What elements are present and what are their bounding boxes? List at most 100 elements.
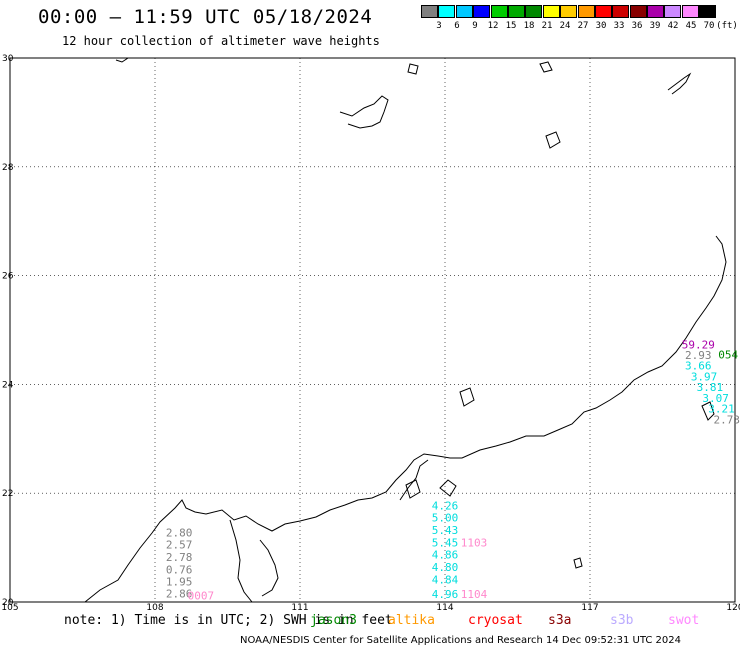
lat-tick-label: 28 xyxy=(2,163,14,173)
satellite-legend-jason3: jason3 xyxy=(310,613,357,628)
color-swatch xyxy=(594,5,612,18)
wave-height-label: 3.81 xyxy=(697,381,724,394)
color-swatch xyxy=(681,5,699,18)
island xyxy=(573,557,583,569)
color-scale-label: 15 xyxy=(505,21,517,31)
color-scale-label: 6 xyxy=(454,21,460,31)
wave-height-label: 1104 xyxy=(461,588,488,601)
lon-tick-label: 114 xyxy=(436,603,453,613)
wave-height-label: 5.43 xyxy=(432,524,459,537)
wave-height-label: 2.80 xyxy=(166,527,193,540)
wave-height-label: 2.73 xyxy=(714,414,740,427)
lon-tick-label: 120 xyxy=(726,603,740,613)
mainland-coastline xyxy=(84,235,727,603)
wave-height-label: 2.57 xyxy=(166,539,193,552)
color-scale-bar xyxy=(421,5,717,18)
color-scale-label: 33 xyxy=(613,21,625,31)
color-scale-label: 27 xyxy=(577,21,589,31)
wave-height-label: 2.86 xyxy=(166,588,193,601)
island xyxy=(405,479,421,499)
wave-height-label: 2.93 xyxy=(685,349,712,362)
color-swatch xyxy=(577,5,595,18)
color-swatch xyxy=(421,5,438,18)
wave-height-label: 3.66 xyxy=(685,360,712,373)
wave-height-label: 4.84 xyxy=(432,574,459,587)
color-swatch xyxy=(542,5,560,18)
color-scale-label: 21 xyxy=(541,21,553,31)
wave-height-label: 1.95 xyxy=(166,576,193,589)
island xyxy=(459,387,475,407)
pearl-river-delta-coastline xyxy=(399,459,429,501)
color-scale-label: 18 xyxy=(523,21,535,31)
coastline xyxy=(84,57,727,603)
satellite-legend-s3b: s3b xyxy=(610,613,634,628)
color-scale-label: 45 xyxy=(685,21,697,31)
map-frame xyxy=(9,57,736,603)
color-swatch xyxy=(699,5,717,18)
color-swatch xyxy=(647,5,665,18)
footer-credit: NOAA/NESDIS Center for Satellite Applica… xyxy=(240,635,682,646)
lon-tick-label: 108 xyxy=(146,603,163,613)
wave-height-label: 2.78 xyxy=(166,551,193,564)
wave-height-label: 5.45 xyxy=(432,537,459,550)
satellite-legend-altika: altika xyxy=(388,613,435,628)
hainan-north-coastline xyxy=(259,539,279,597)
color-swatch xyxy=(507,5,525,18)
wave-height-label: 4.80 xyxy=(432,561,459,574)
color-scale-label: 39 xyxy=(649,21,661,31)
wave-height-label: 0007 xyxy=(188,589,215,602)
wave-height-label: 3.07 xyxy=(702,392,729,405)
wave-height-label: 054 xyxy=(718,348,738,361)
color-scale-label: 42 xyxy=(667,21,679,31)
lat-tick-label: 30 xyxy=(2,54,14,64)
chart-title: 00:00 — 11:59 UTC 05/18/2024 xyxy=(38,6,373,28)
color-swatch xyxy=(438,5,456,18)
satellite-legend-swot: swot xyxy=(668,613,700,628)
wave-height-label: 5.00 xyxy=(432,511,459,524)
island xyxy=(539,61,553,73)
wave-height-label: 4.86 xyxy=(432,548,459,561)
island xyxy=(439,479,457,497)
note-text: note: 1) Time is in UTC; 2) SWH is in fe… xyxy=(64,613,393,628)
color-swatch xyxy=(455,5,473,18)
color-swatch xyxy=(612,5,630,18)
color-scale-label: 12 xyxy=(487,21,499,31)
wave-height-label: 3.97 xyxy=(691,371,718,384)
lon-tick-label: 111 xyxy=(291,603,308,613)
wave-height-label: 0.76 xyxy=(166,564,193,577)
island-chain xyxy=(115,57,129,63)
wave-height-label: 4.26 xyxy=(432,500,459,513)
color-scale-label: 3 xyxy=(436,21,442,31)
color-swatch xyxy=(560,5,578,18)
zhejiang-coastline xyxy=(339,95,389,129)
island xyxy=(701,401,715,421)
japan-coastline xyxy=(667,72,692,95)
wave-height-label: 4.96 xyxy=(432,588,459,601)
chart-subtitle: 12 hour collection of altimeter wave hei… xyxy=(62,34,380,48)
color-scale-label: 70 xyxy=(703,21,715,31)
satellite-legend-cryosat: cryosat xyxy=(468,613,523,628)
color-scale-label: (ft) xyxy=(716,21,738,31)
color-swatch xyxy=(664,5,682,18)
color-swatch xyxy=(629,5,647,18)
island xyxy=(545,131,561,149)
color-scale-label: 24 xyxy=(559,21,571,31)
lat-tick-label: 22 xyxy=(2,489,13,499)
color-swatch xyxy=(490,5,508,18)
lon-tick-label: 117 xyxy=(581,603,598,613)
wave-height-label: 1103 xyxy=(461,537,488,550)
wave-height-label: 3.21 xyxy=(708,403,735,416)
lat-tick-label: 26 xyxy=(2,272,14,282)
lat-tick-label: 24 xyxy=(2,380,14,390)
leizhou-coastline xyxy=(229,519,253,603)
lon-tick-label: 105 xyxy=(1,603,18,613)
color-swatch xyxy=(473,5,491,18)
color-scale-label: 9 xyxy=(472,21,478,31)
satellite-legend-s3a: s3a xyxy=(548,613,572,628)
color-swatch xyxy=(525,5,543,18)
color-scale-label: 36 xyxy=(631,21,643,31)
island xyxy=(407,63,419,75)
